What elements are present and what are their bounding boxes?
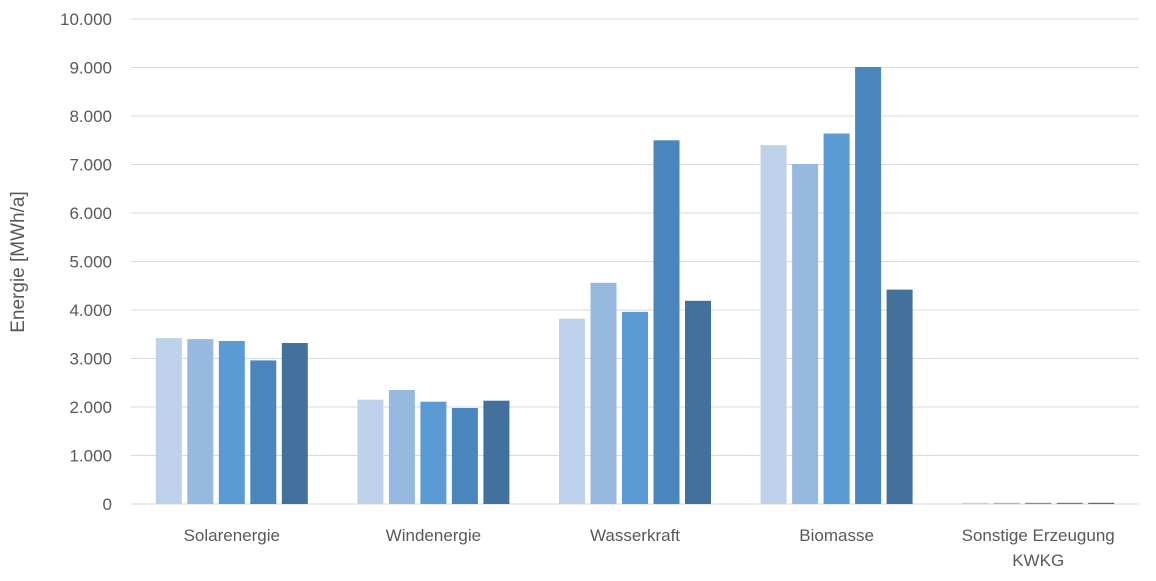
y-axis-tick-labels: 0 1.000 2.000 3.000 4.000 5.000 6.000 7.000 8.00…: [60, 10, 112, 514]
bar: [760, 145, 787, 504]
bar: [993, 502, 1020, 504]
y-tick-label: 2.000: [69, 398, 112, 417]
y-axis-title: Energie [MWh/a]: [8, 191, 29, 333]
bar: [622, 311, 648, 504]
bar: [590, 282, 617, 504]
bar: [250, 360, 277, 504]
y-tick-label: 8.000: [69, 107, 112, 126]
bar: [685, 300, 711, 504]
y-tick-label: 4.000: [69, 301, 112, 320]
y-tick-label: 5.000: [69, 253, 112, 272]
x-axis-category-labels: Solarenergie Windenergie Wasserkraft Biomas…: [184, 526, 1115, 570]
bar: [1025, 502, 1052, 504]
y-tick-label: 9.000: [69, 59, 112, 78]
bar: [823, 133, 850, 504]
bar: [388, 390, 415, 504]
bar: [357, 399, 384, 504]
y-tick-label: 0: [103, 495, 112, 514]
bar: [559, 318, 585, 504]
bar: [962, 502, 989, 504]
x-category-label: Solarenergie: [184, 526, 280, 545]
bar: [792, 164, 819, 504]
bar: [483, 400, 510, 504]
x-category-label: Biomasse: [799, 526, 874, 545]
bar: [187, 339, 214, 504]
y-tick-label: 6.000: [69, 204, 112, 223]
bars: [155, 67, 1115, 505]
y-tick-label: 3.000: [69, 350, 112, 369]
x-category-label: Sonstige Erzeugung KWKG: [962, 526, 1115, 570]
bar: [653, 140, 680, 505]
y-tick-label: 10.000: [60, 10, 112, 29]
bar: [155, 338, 182, 504]
bar: [218, 341, 245, 504]
y-tick-label: 7.000: [69, 156, 112, 175]
bar: [281, 343, 308, 504]
x-category-label: Wasserkraft: [590, 526, 680, 545]
bar: [420, 401, 447, 504]
y-tick-label: 1.000: [69, 447, 112, 466]
bar: [1056, 502, 1083, 504]
bar: [855, 67, 882, 504]
bar: [886, 289, 913, 504]
bar: [451, 408, 478, 504]
bar: [1088, 502, 1115, 504]
x-category-label: Windenergie: [386, 526, 481, 545]
